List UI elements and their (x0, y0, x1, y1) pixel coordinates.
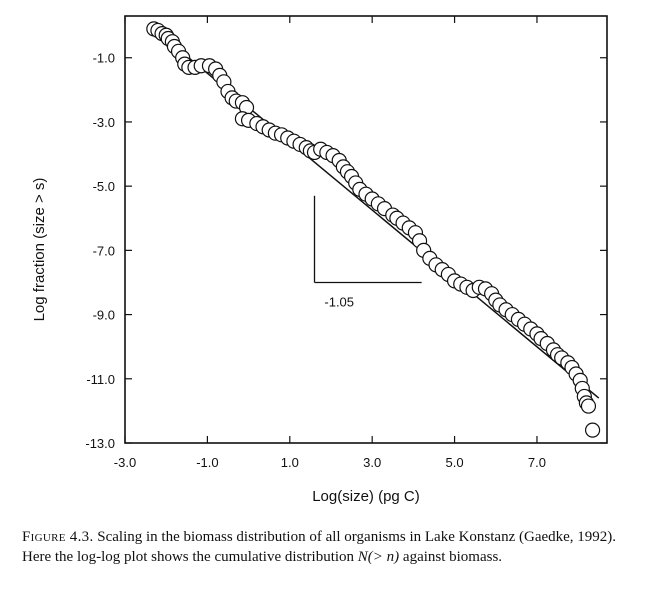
data-point (584, 422, 601, 438)
caption-math: N(> n) (357, 549, 400, 565)
x-tick-label: -1.0 (196, 455, 218, 470)
caption-text-after: against biomass. (399, 549, 503, 565)
x-tick-label: 1.0 (281, 455, 299, 470)
caption-text-before: Scaling in the biomass distribution of a… (22, 529, 617, 565)
y-tick-label: -5.0 (93, 179, 115, 194)
chart: -3.0 -1.0 1.0 3.0 5.0 7.0 -1.0 -3.0 -5.0 -7.0 -9.0… (31, 15, 608, 505)
y-tick-label: -7.0 (93, 243, 115, 258)
plot-border (124, 15, 608, 444)
x-tick-label: 7.0 (528, 455, 546, 470)
data-point (580, 398, 597, 414)
slope-annotation: -1.05 (324, 294, 354, 309)
x-tick-label: 3.0 (363, 455, 381, 470)
data-points (146, 21, 601, 438)
x-tick-label: 5.0 (446, 455, 464, 470)
y-tick-label: -1.0 (93, 51, 115, 66)
slope-guide (313, 195, 422, 284)
figure-caption: Figure 4.3. Scaling in the biomass distr… (22, 527, 632, 567)
tick-labels: -3.0 -1.0 1.0 3.0 5.0 7.0 -1.0 -3.0 -5.0 -7.0 -9.0… (85, 51, 546, 470)
x-tick-label: -3.0 (114, 455, 136, 470)
y-axis-title: Log fraction (size > s) (31, 178, 48, 322)
y-tick-label: -13.0 (85, 436, 115, 451)
y-tick-label: -9.0 (93, 308, 115, 323)
y-tick-label: -3.0 (93, 115, 115, 130)
y-tick-label: -11.0 (86, 372, 115, 387)
plot-frame (124, 15, 608, 444)
x-axis-title: Log(size) (pg C) (312, 488, 420, 505)
caption-label: Figure 4.3. (22, 529, 94, 545)
axis-ticks (124, 16, 607, 444)
